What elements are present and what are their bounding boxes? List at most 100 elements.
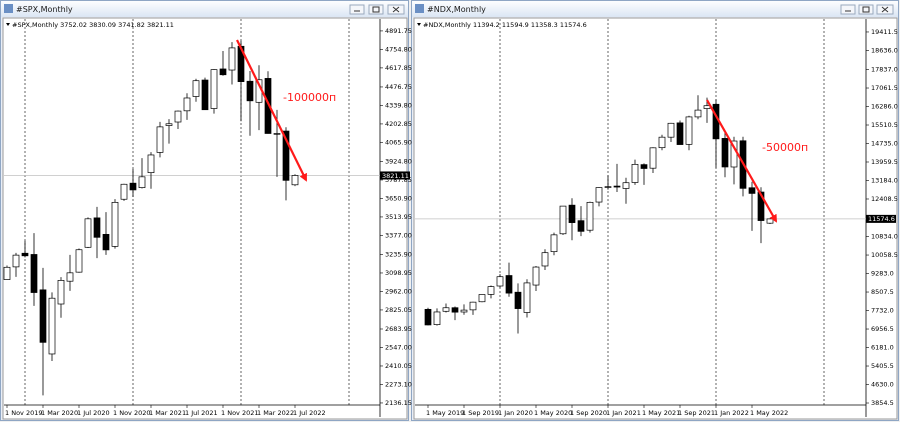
y-tick-label: 6956.5 — [871, 325, 894, 333]
x-tick-label: 1 May 2021 — [642, 409, 680, 417]
header-open: 3752.02 — [60, 21, 87, 29]
chart-area — [413, 17, 898, 420]
candle-body — [156, 126, 164, 153]
y-tick-label: 6181.0 — [871, 344, 894, 352]
x-tick-label: 1 Jan 2020 — [498, 409, 533, 417]
x-tick-label: 1 Mar 2021 — [149, 409, 186, 417]
candle-body — [3, 266, 11, 280]
x-tick-label: 1 Sep 2021 — [678, 409, 715, 417]
x-tick-label: 1 Jul 2022 — [293, 409, 326, 417]
y-tick-label: 13959.5 — [871, 158, 898, 166]
window-buttons[interactable] — [840, 4, 894, 15]
candle-body — [39, 289, 47, 343]
candle-body — [120, 183, 128, 200]
candle-body — [649, 147, 657, 169]
candle-body — [451, 307, 459, 313]
candle-body — [84, 218, 92, 248]
y-tick-label: 2683.95 — [385, 325, 412, 333]
candle-body — [505, 275, 513, 294]
current-price-tag — [380, 171, 410, 180]
y-tick-label: 10834.0 — [871, 233, 898, 241]
close-glyph — [392, 6, 400, 13]
x-tick-label: 1 Jan 2021 — [606, 409, 641, 417]
y-tick-label: 16286.0 — [871, 103, 898, 111]
current-price-label: 11574.6 — [868, 215, 895, 223]
y-tick-label: 17837.0 — [871, 66, 898, 74]
y-tick-label: 3924.80 — [385, 157, 412, 165]
candle-body — [21, 252, 29, 257]
y-tick-label: 3513.95 — [385, 213, 412, 221]
y-tick-label: 13184.0 — [871, 176, 898, 184]
y-tick-label: 3650.90 — [385, 194, 412, 202]
x-tick-label: 1 Jul 2020 — [77, 409, 110, 417]
x-tick-label: 1 May 2020 — [534, 409, 572, 417]
maximize-button[interactable] — [858, 4, 874, 15]
candle-body — [613, 185, 621, 188]
candle-body — [694, 109, 702, 118]
minimize-button[interactable] — [840, 4, 856, 15]
x-tick-label: 1 Sep 2019 — [462, 409, 499, 417]
candle-body — [667, 122, 675, 138]
x-tick-label: 1 Jul 2021 — [185, 409, 218, 417]
candle-body — [30, 254, 38, 293]
y-tick-label: 17061.5 — [871, 84, 898, 92]
candle-body — [282, 130, 290, 181]
window-buttons[interactable] — [349, 4, 405, 15]
candle-body — [658, 136, 666, 149]
candle-body — [604, 186, 612, 188]
candle-body — [721, 138, 729, 168]
y-tick-label: 4617.85 — [385, 64, 412, 72]
candle-body — [631, 163, 639, 183]
y-tick-label: 2825.05 — [385, 306, 412, 314]
header-high: 11594.9 — [502, 21, 529, 29]
y-tick-label: 7732.0 — [871, 307, 894, 315]
candle-body — [228, 47, 236, 71]
candle-body — [201, 79, 209, 111]
window-spx: #SPX,Monthly — [0, 0, 409, 421]
candle-body — [478, 294, 486, 303]
candle-body — [174, 110, 182, 123]
y-tick-label: 3854.5 — [871, 399, 894, 407]
annotation: -100000п — [283, 91, 336, 104]
x-tick-label: 1 Mar 2022 — [257, 409, 294, 417]
candle-body — [129, 182, 137, 191]
header-low: 3741.82 — [118, 21, 145, 29]
candle-body — [192, 80, 200, 97]
x-tick-label: 1 May 2022 — [750, 409, 788, 417]
window-icon — [415, 4, 424, 13]
maximize-glyph — [372, 6, 380, 13]
x-tick-label: 1 Nov 2021 — [221, 409, 259, 417]
y-tick-label: 4630.0 — [871, 381, 894, 389]
x-tick-label: 1 Sep 2020 — [570, 409, 607, 417]
candle-body — [460, 309, 468, 313]
candle-body — [514, 291, 522, 309]
minimize-button[interactable] — [349, 4, 365, 15]
candle-body — [496, 276, 504, 287]
candle-body — [577, 220, 585, 232]
header-close: 11574.6 — [560, 21, 587, 29]
y-tick-label: 3787.85 — [385, 176, 412, 184]
candle-body — [424, 308, 432, 326]
window-title: #NDX,Monthly — [427, 5, 486, 14]
y-tick-label: 4202.85 — [385, 120, 412, 128]
y-tick-label: 2962.00 — [385, 287, 412, 295]
candle-body — [246, 80, 254, 102]
trend-arrow — [236, 39, 307, 182]
y-tick-label: 3098.95 — [385, 269, 412, 277]
y-tick-label: 2547.00 — [385, 343, 412, 351]
y-tick-label: 14735.0 — [871, 140, 898, 148]
x-tick-label: 1 Nov 2020 — [113, 409, 151, 417]
maximize-button[interactable] — [368, 4, 384, 15]
y-tick-label: 4754.80 — [385, 45, 412, 53]
close-glyph — [881, 6, 889, 13]
candle-body — [595, 187, 603, 203]
candle-body — [640, 164, 648, 169]
header-open: 11394.2 — [473, 21, 500, 29]
candle-body — [66, 272, 74, 282]
y-tick-label: 10058.5 — [871, 251, 898, 259]
y-tick-label: 2136.15 — [385, 399, 412, 407]
candle-body — [442, 307, 450, 312]
candle-body — [541, 252, 549, 267]
candle-body — [48, 297, 56, 355]
candle-body — [487, 286, 495, 295]
